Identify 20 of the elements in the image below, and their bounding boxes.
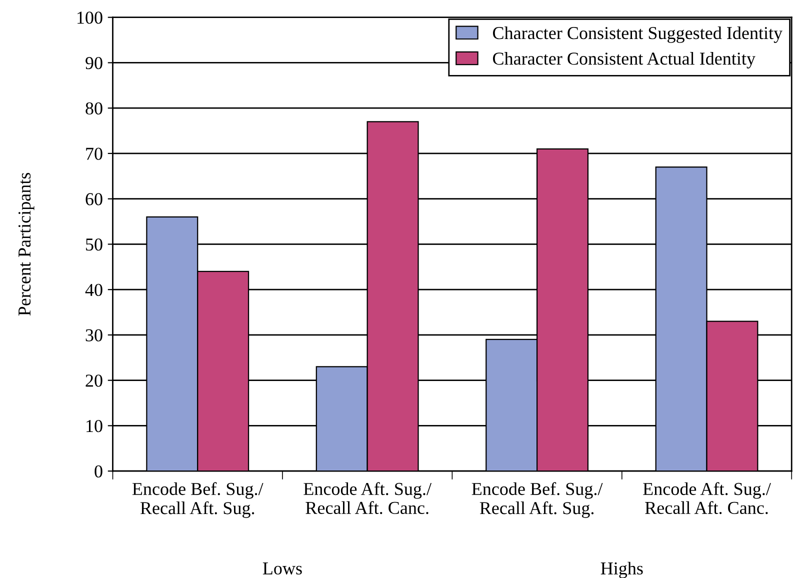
y-tick-label: 90 [86,56,102,70]
y-tick-label: 50 [86,238,102,251]
y-tick-label: 30 [86,329,102,342]
x-tick-label: Encode Bef. Sug./ Recall Aft. Sug. [132,482,264,518]
y-tick-label: 70 [86,148,102,160]
y-tick-label: 40 [85,284,102,296]
y-tick-label: 0 [94,465,102,478]
y-tick-label: 80 [86,102,102,115]
x-tick-label: Encode Aft. Sug./ Recall Aft. Canc. [304,482,432,514]
y-tick-label: 10 [86,420,102,432]
y-tick-label: 100 [78,12,102,24]
text: Highs [600,562,643,578]
legend-label: Character Consistent Actual Identity [492,52,756,68]
text: Lows [262,562,302,575]
y-axis-title: Percent Participants [18,172,34,316]
y-tick-label: 20 [86,374,102,387]
legend-label: Character Consistent Suggested Identity [492,26,783,43]
x-tick-label: Encode Aft. Sug./ Recall Aft. Canc. [643,482,771,514]
y-tick-label: 60 [86,193,102,206]
x-tick-label: Encode Bef. Sug./ Recall Aft. Sug. [472,482,603,518]
